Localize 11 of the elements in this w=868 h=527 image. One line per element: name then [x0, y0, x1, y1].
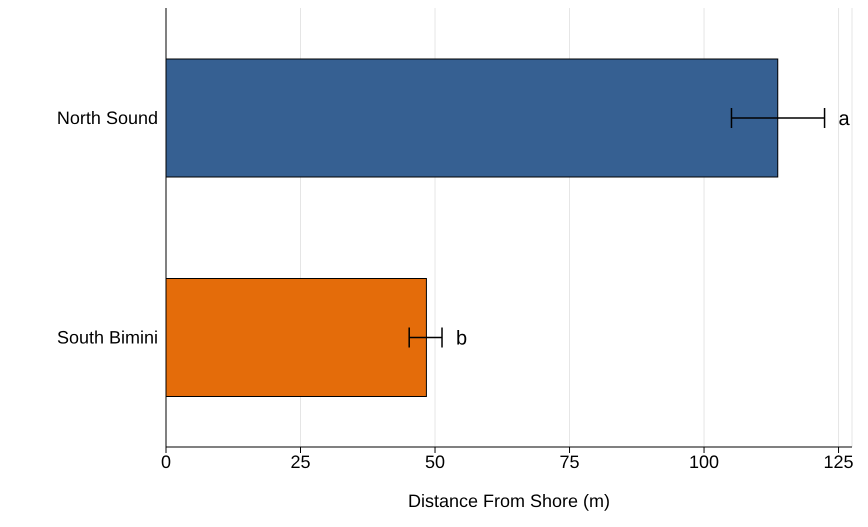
y-tick-label: North Sound: [56, 108, 158, 128]
x-tick-label: 25: [290, 452, 311, 472]
x-tick-label: 100: [689, 452, 720, 472]
annotation: a: [838, 108, 851, 130]
annotation: b: [456, 327, 468, 350]
y-tick-label: South Bimini: [56, 328, 158, 348]
x-tick-label: 125: [824, 452, 854, 472]
x-tick-label: 50: [425, 452, 446, 472]
x-tick-label: 0: [160, 452, 172, 472]
x-tick-label: 75: [560, 452, 580, 472]
x-axis-title: Distance From Shore (m): [408, 491, 610, 511]
